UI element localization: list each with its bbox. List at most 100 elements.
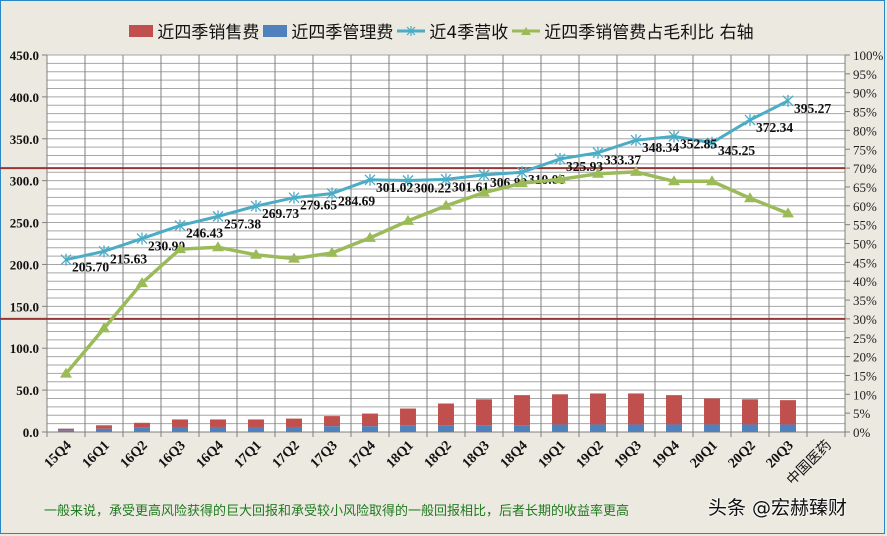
star-marker-icon [744,114,756,127]
revenue-data-label: 205.70 [72,260,109,275]
revenue-data-label: 257.38 [224,216,261,231]
x-axis-category-label: 15Q4 [42,438,75,471]
right-axis-tick-label: 80% [853,123,877,138]
left-axis-tick-label: 300.0 [10,174,39,189]
bar-admin-expense [628,424,644,432]
x-axis-category-label: 16Q1 [80,438,113,471]
bar-sales-expense [438,403,454,426]
triangle-marker-icon [478,186,490,197]
star-marker-icon [250,200,262,213]
bar-admin-expense [400,425,416,432]
right-axis-tick-label: 90% [853,86,877,101]
star-marker-icon [516,166,528,179]
legend-star-marker-icon [397,25,426,36]
revenue-data-label: 345.25 [718,143,755,158]
right-axis-tick-label: 60% [853,199,877,214]
x-axis-category-label: 20Q2 [726,438,759,471]
x-axis-category-label: 19Q4 [650,438,683,471]
right-axis-tick-label: 15% [853,368,877,383]
left-axis-tick-label: 450.0 [10,48,39,63]
revenue-data-label: 300.22 [414,180,451,195]
legend-label: 近四季销售费 [157,23,260,43]
footer-note: 一般来说，承受更高风险获得的巨大回报和承受较小风险取得的一般回报相比，后者长期的… [44,504,630,519]
left-axis-tick-label: 150.0 [10,299,39,314]
right-axis-tick-label: 5% [853,406,871,421]
bar-admin-expense [780,424,796,432]
triangle-marker-icon [364,231,376,242]
left-axis-tick-label: 350.0 [10,132,39,147]
right-axis-tick-label: 100% [853,48,884,63]
revenue-data-label: 395.27 [794,101,831,116]
revenue-data-label: 372.34 [756,120,793,135]
bar-sales-expense [248,419,264,427]
bar-sales-expense [400,408,416,426]
star-marker-icon [706,136,718,149]
star-marker-icon [174,219,186,232]
bar-admin-expense [438,425,454,432]
legend-swatch-icon [129,24,154,37]
revenue-data-label: 215.63 [110,251,147,266]
right-axis-tick-label: 40% [853,274,877,289]
x-axis-category-label: 17Q4 [346,438,379,471]
x-axis-category-label: 16Q4 [194,438,227,471]
triangle-marker-icon [402,214,414,225]
chart-legend: 近四季销售费 近四季管理费 近4季营收 近四季销管费占毛利比 右轴 [0,18,887,43]
right-axis-tick-label: 20% [853,350,877,365]
bar-sales-expense [780,400,796,425]
x-axis-category-label: 16Q2 [118,438,151,471]
star-marker-icon [630,134,642,147]
bar-admin-expense [172,426,188,432]
legend-item: 近4季营收 [397,18,508,43]
triangle-marker-icon [554,173,566,184]
star-marker-icon [212,210,224,223]
star-marker-icon [288,191,300,204]
revenue-data-label: 279.65 [300,198,337,213]
revenue-data-label: 246.43 [186,226,223,241]
bar-sales-expense [210,419,226,427]
star-marker-icon [60,253,72,266]
star-marker-icon [782,94,794,107]
revenue-data-label: 333.37 [604,153,641,168]
right-axis-tick-label: 0% [853,425,871,440]
bar-sales-expense [552,394,568,425]
star-marker-icon [554,152,566,165]
star-marker-icon [402,174,414,187]
x-axis-category-label: 17Q3 [308,438,341,471]
bar-sales-expense [628,393,644,425]
right-axis-tick-label: 10% [853,387,877,402]
bar-admin-expense [134,427,150,432]
triangle-marker-icon [174,243,186,254]
x-axis-category-label: 18Q2 [422,438,455,471]
revenue-data-label: 301.61 [452,179,489,194]
bar-admin-expense [58,430,74,432]
bar-admin-expense [286,426,302,432]
x-axis-category-label: 18Q1 [384,438,417,471]
bar-admin-expense [248,426,264,432]
bar-sales-expense [58,428,74,431]
bar-sales-expense [590,393,606,425]
x-axis-category-label: 19Q2 [574,438,607,471]
bar-admin-expense [552,424,568,432]
star-marker-icon [364,173,376,186]
bar-admin-expense [96,428,112,432]
star-marker-icon [668,130,680,143]
expense-ratio-line [64,170,789,375]
x-axis-category-label: 20Q1 [688,438,721,471]
bar-sales-expense [514,395,530,426]
bar-sales-expense [476,399,492,426]
bar-sales-expense [704,398,720,425]
triangle-marker-icon [782,207,794,218]
x-axis-category-label: 20Q3 [764,438,797,471]
star-marker-icon [136,232,148,245]
triangle-marker-icon [668,175,680,186]
x-axis-category-label: 17Q1 [232,438,265,471]
right-axis-tick-label: 70% [853,161,877,176]
triangle-marker-icon [136,277,148,288]
triangle-marker-icon [288,252,300,263]
x-axis-category-label: 17Q2 [270,438,303,471]
revenue-data-label: 348.34 [642,140,679,155]
right-axis-tick-label: 65% [853,180,877,195]
right-axis-tick-label: 55% [853,218,877,233]
right-axis-tick-label: 85% [853,105,877,120]
